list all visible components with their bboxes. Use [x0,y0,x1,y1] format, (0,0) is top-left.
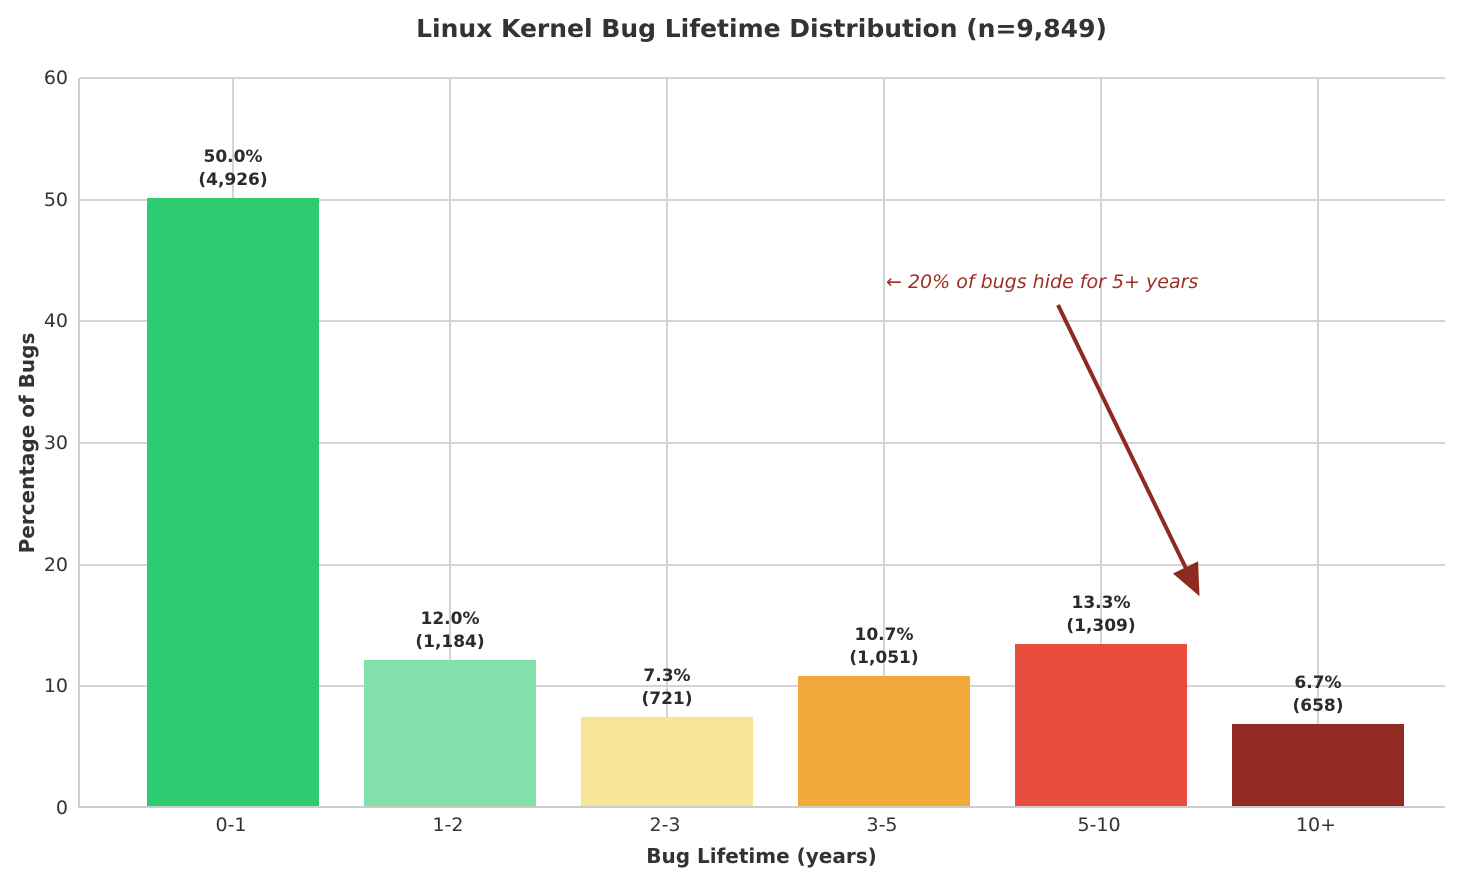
gridline-vertical [449,78,451,806]
chart-title: Linux Kernel Bug Lifetime Distribution (… [416,14,1107,43]
bar-value-label: 10.7% (1,051) [849,624,919,668]
gridline-horizontal [80,685,1445,688]
bar-value-label: 13.3% (1,309) [1066,593,1136,637]
x-tick-label: 10+ [1295,814,1337,836]
x-axis-label: Bug Lifetime (years) [646,844,877,868]
x-tick-label: 3-5 [866,814,898,836]
y-tick-label: 20 [43,553,68,576]
gridline-horizontal [80,198,1445,201]
y-tick-label: 40 [43,310,68,333]
x-tick-label: 5-10 [1077,814,1121,836]
gridline-vertical [666,78,668,806]
bar-value-label: 6.7% (658) [1292,673,1344,717]
x-tick-label: 2-3 [649,814,681,836]
y-tick-label: 60 [43,67,68,89]
bar-10+ [1232,724,1404,806]
bar-0-1 [147,197,319,806]
y-tick-label: 10 [43,675,68,698]
y-tick-label: 0 [55,797,68,819]
y-tick-label: 30 [43,432,68,454]
x-tick-label: 1-2 [432,814,464,836]
x-tick-label: 0-1 [215,814,247,836]
bar-5-10 [1015,644,1187,806]
bar-3-5 [798,675,970,806]
gridline-horizontal [80,320,1445,323]
bar-1-2 [364,660,536,806]
gridline-vertical [1317,78,1319,806]
bar-value-label: 12.0% (1,184) [415,609,485,652]
annotation-text: ← 20% of bugs hide for 5+ years [886,271,1199,293]
gridline-vertical [883,78,885,806]
bar-2-3 [581,717,753,806]
gridline-horizontal [80,563,1445,566]
bar-value-label: 50.0% (4,926) [198,146,268,190]
y-tick-label: 50 [43,188,68,211]
gridline-horizontal [80,77,1445,79]
bar-value-label: 7.3% (721) [641,666,693,710]
plot-area: 50.0% (4,926) 12.0% (1,184) 7.3% (721) 10.7… [78,77,1445,808]
gridline-horizontal [80,442,1445,444]
